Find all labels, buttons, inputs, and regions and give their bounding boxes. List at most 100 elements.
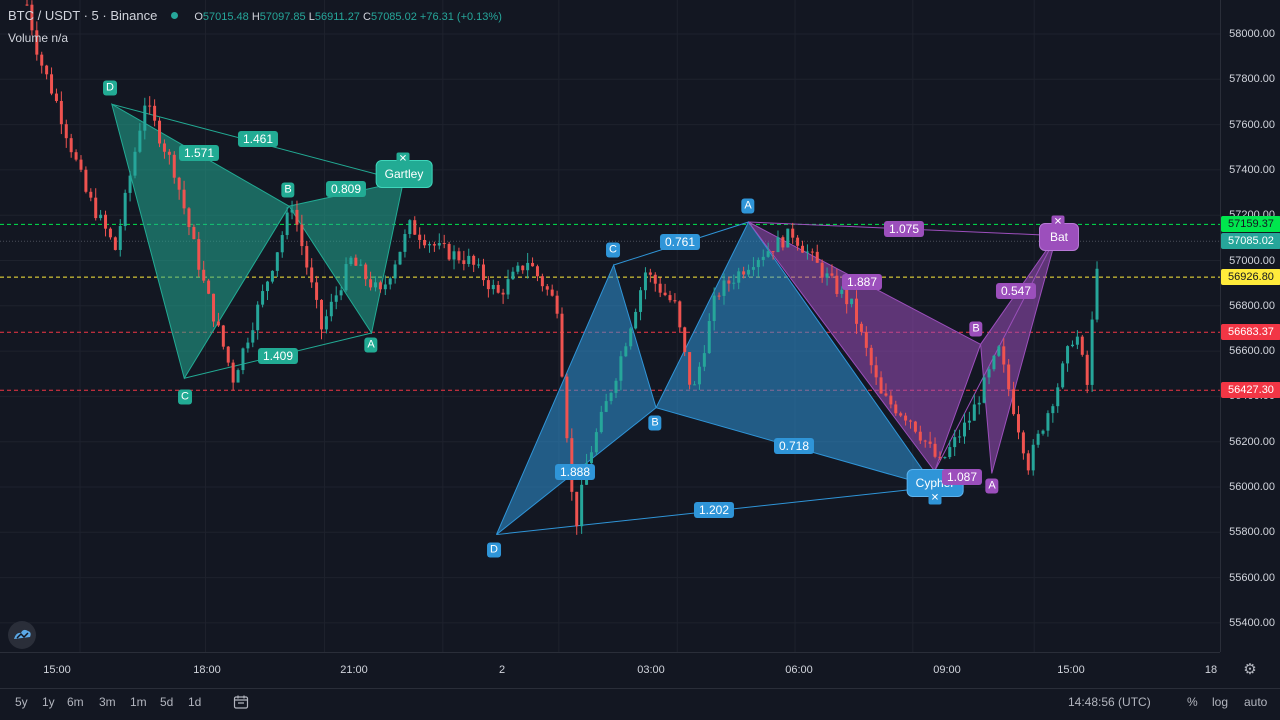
gartley-point-a[interactable]: A [364,337,378,353]
range-5y-button[interactable]: 5y [15,695,28,709]
gartley-ratio-ba[interactable]: 0.809 [325,181,367,197]
price-level-tag[interactable]: 57159.37 [1221,216,1280,233]
candle-body [315,282,319,300]
candle-body [967,420,971,423]
gartley-point-b[interactable]: B [281,182,295,198]
bat-ratio-cd[interactable]: 1.087 [941,469,983,485]
candle-body [516,265,520,272]
candle-body [531,262,535,267]
candle-body [693,384,697,386]
price-level-tag[interactable]: 56926.80 [1221,269,1280,286]
bat-x-point-icon[interactable]: ✕ [1051,215,1065,229]
bat-ratio-ab[interactable]: 1.887 [841,274,883,290]
price-level-tag[interactable]: 56683.37 [1221,324,1280,341]
cypher-point-d[interactable]: D [487,542,501,558]
cypher-ratio-dc[interactable]: 1.888 [554,464,596,480]
candle-body [845,289,849,305]
bat-ratio-xa[interactable]: 1.075 [883,221,925,237]
range-5d-button[interactable]: 5d [160,695,174,709]
price-tick-label: 55800.00 [1229,526,1275,539]
candle-body [197,239,201,270]
candle-body [349,257,353,265]
candle-body [133,151,137,176]
range-6m-button[interactable]: 6m [67,695,84,709]
candle-body [653,274,657,284]
gartley-point-c[interactable]: C [178,389,192,405]
range-1d-button[interactable]: 1d [188,695,202,709]
candle-body [977,402,981,405]
gartley-ratio-dc[interactable]: 1.571 [178,145,220,161]
bat-ratio-bc[interactable]: 0.547 [995,283,1037,299]
cypher-point-b[interactable]: B [648,415,662,431]
candle-body [962,422,966,437]
candle-body [89,191,93,198]
range-3m-button[interactable]: 3m [99,695,116,709]
candle-body [1041,430,1045,434]
gear-icon[interactable]: ⚙ [1243,661,1257,678]
candle-body [54,93,58,101]
candle-body [413,220,417,235]
candle-body [643,272,647,291]
gartley-point-d[interactable]: D [103,80,117,96]
time-axis[interactable]: 15:00 18:00 21:00 2 03:00 06:00 09:00 15:00 18 [0,652,1220,689]
auto-scale-button[interactable]: auto [1244,695,1268,709]
cypher-ratio-ca[interactable]: 0.761 [659,234,701,250]
candle-body [1061,363,1065,388]
candle-body [805,251,809,253]
volume-legend[interactable]: Volume n/a [8,31,69,45]
candle-body [403,234,407,252]
candle-body [840,289,844,294]
cypher-ratio-dx[interactable]: 1.202 [693,502,735,518]
candle-body [560,313,564,377]
candle-body [825,273,829,278]
cypher-x-point-icon[interactable]: ✕ [928,491,942,505]
candle-body [683,327,687,353]
candle-body [221,325,225,347]
candle-body [668,295,672,301]
cypher-point-c[interactable]: C [606,242,620,258]
clock-time[interactable]: 14:48:56 (UTC) [1068,695,1151,709]
cypher-point-a[interactable]: A [741,198,755,214]
price-tick-label: 56000.00 [1229,481,1275,493]
symbol-title[interactable]: BTC / USDT · 5 · Binance [8,8,158,23]
candle-body [270,270,274,282]
candle-body [938,456,942,458]
gartley-x-point-icon[interactable]: ✕ [396,152,410,166]
log-scale-button[interactable]: log [1212,695,1229,709]
candle-body [35,30,39,55]
chart-canvas[interactable] [0,0,1220,652]
range-1y-button[interactable]: 1y [42,695,55,709]
candle-body [437,243,441,246]
candle-body [118,226,122,250]
candle-body [177,177,181,190]
candle-body [899,413,903,416]
candle-body [74,152,78,160]
cypher-ratio-bx[interactable]: 0.718 [773,438,815,454]
candle-body [521,265,525,271]
candle-body [501,292,505,295]
candle-body [663,292,667,296]
candle-body [113,237,117,250]
price-level-tag[interactable]: 56427.30 [1221,382,1280,399]
candle-body [128,175,132,193]
candle-body [707,321,711,354]
bat-point-b[interactable]: B [969,321,983,337]
tradingview-logo-icon[interactable] [8,621,36,649]
time-tick-label: 2 [498,664,506,676]
chart-plot-area[interactable]: D C B A 1.571 1.461 0.809 1.409 Gartley … [0,0,1220,652]
candle-body [320,299,323,330]
range-1m-button[interactable]: 1m [130,695,147,709]
candle-body [1056,387,1060,407]
gartley-ratio-dx[interactable]: 1.461 [237,131,279,147]
candle-body [99,214,103,219]
candle-body [486,280,490,290]
price-level-tag[interactable]: 57085.02 [1221,233,1280,250]
price-axis[interactable]: 58000.00 57800.00 57600.00 57400.00 57200.00… [1220,0,1280,652]
candle-body [442,243,446,245]
candle-body [472,255,476,265]
gartley-ratio-ca[interactable]: 1.409 [257,348,299,364]
bat-point-a[interactable]: A [985,478,999,494]
percent-scale-button[interactable]: % [1187,695,1198,709]
calendar-goto-icon[interactable] [233,694,249,713]
cypher-pattern-name[interactable]: Cypher [906,469,964,497]
